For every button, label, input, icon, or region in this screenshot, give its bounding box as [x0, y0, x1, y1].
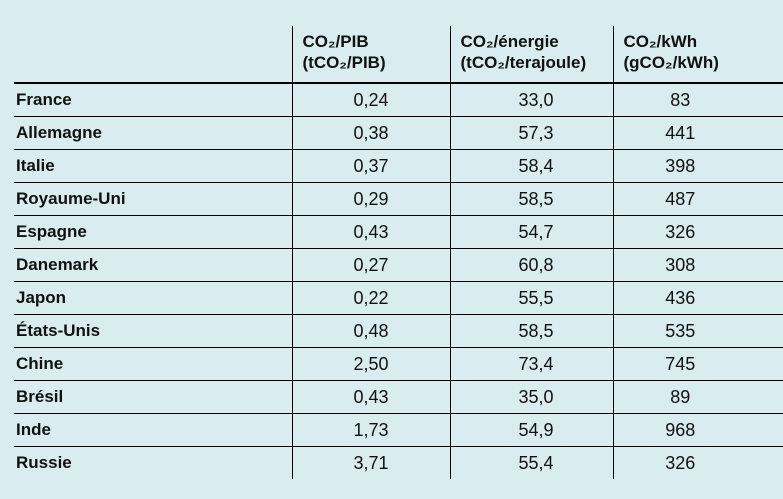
column-header-line2: (gCO₂/kWh)	[623, 52, 719, 72]
value-cell-co2-kwh: 398	[612, 149, 783, 183]
value-cell-co2-energie: 54,7	[449, 215, 613, 249]
value-cell-co2-energie: 73,4	[449, 347, 613, 381]
value-cell-co2-kwh: 487	[612, 182, 783, 216]
country-cell: Chine	[14, 347, 292, 381]
table-row: Allemagne 0,38 57,3 441	[14, 116, 783, 150]
value-cell-co2-energie: 54,9	[449, 413, 613, 447]
value-cell-co2-kwh: 436	[612, 281, 783, 315]
value-cell-co2-energie: 35,0	[449, 380, 613, 414]
value-cell-co2-energie: 58,5	[449, 182, 613, 216]
value-cell-co2-kwh: 441	[612, 116, 783, 150]
table-row: Japon 0,22 55,5 436	[14, 281, 783, 315]
value-cell-co2-energie: 58,4	[449, 149, 613, 183]
table-row: États-Unis 0,48 58,5 535	[14, 314, 783, 348]
header-empty-cell	[14, 26, 292, 84]
column-header-line2: (tCO₂/PIB)	[302, 52, 386, 72]
value-cell-co2-energie: 60,8	[449, 248, 613, 282]
value-cell-co2-kwh: 968	[612, 413, 783, 447]
value-cell-co2-pib: 0,48	[291, 314, 450, 348]
column-header-line1: CO₂/énergie	[460, 31, 559, 51]
value-cell-co2-energie: 58,5	[449, 314, 613, 348]
country-cell: Brésil	[14, 380, 292, 414]
value-cell-co2-kwh: 83	[612, 83, 783, 117]
table-header: CO₂/PIB (tCO₂/PIB) CO₂/énergie (tCO₂/ter…	[14, 26, 783, 84]
value-cell-co2-energie: 57,3	[449, 116, 613, 150]
co2-statistics-table: CO₂/PIB (tCO₂/PIB) CO₂/énergie (tCO₂/ter…	[14, 26, 783, 479]
table-row: France 0,24 33,0 83	[14, 83, 783, 117]
country-cell: Allemagne	[14, 116, 292, 150]
value-cell-co2-pib: 0,37	[291, 149, 450, 183]
table-row: Russie 3,71 55,4 326	[14, 446, 783, 479]
table-row: Inde 1,73 54,9 968	[14, 413, 783, 447]
table-row: Espagne 0,43 54,7 326	[14, 215, 783, 249]
value-cell-co2-kwh: 326	[612, 215, 783, 249]
value-cell-co2-energie: 55,5	[449, 281, 613, 315]
table-row: Italie 0,37 58,4 398	[14, 149, 783, 183]
column-header-line1: CO₂/PIB	[302, 31, 369, 51]
value-cell-co2-pib: 0,29	[291, 182, 450, 216]
country-cell: Italie	[14, 149, 292, 183]
value-cell-co2-pib: 0,22	[291, 281, 450, 315]
value-cell-co2-kwh: 745	[612, 347, 783, 381]
value-cell-co2-kwh: 535	[612, 314, 783, 348]
value-cell-co2-pib: 2,50	[291, 347, 450, 381]
value-cell-co2-kwh: 89	[612, 380, 783, 414]
value-cell-co2-kwh: 326	[612, 446, 783, 479]
table-row: Brésil 0,43 35,0 89	[14, 380, 783, 414]
value-cell-co2-pib: 0,27	[291, 248, 450, 282]
country-cell: États-Unis	[14, 314, 292, 348]
country-cell: France	[14, 83, 292, 117]
table-row: Chine 2,50 73,4 745	[14, 347, 783, 381]
country-cell: Danemark	[14, 248, 292, 282]
column-header-line1: CO₂/kWh	[623, 31, 698, 51]
column-header-line2: (tCO₂/terajoule)	[460, 52, 587, 72]
header-row: CO₂/PIB (tCO₂/PIB) CO₂/énergie (tCO₂/ter…	[14, 26, 783, 84]
value-cell-co2-pib: 0,43	[291, 380, 450, 414]
table-row: Danemark 0,27 60,8 308	[14, 248, 783, 282]
column-header-co2-kwh: CO₂/kWh (gCO₂/kWh)	[612, 26, 783, 84]
value-cell-co2-energie: 55,4	[449, 446, 613, 479]
value-cell-co2-pib: 3,71	[291, 446, 450, 479]
value-cell-co2-pib: 0,38	[291, 116, 450, 150]
table-row: Royaume-Uni 0,29 58,5 487	[14, 182, 783, 216]
country-cell: Inde	[14, 413, 292, 447]
country-cell: Royaume-Uni	[14, 182, 292, 216]
column-header-co2-energie: CO₂/énergie (tCO₂/terajoule)	[449, 26, 613, 84]
value-cell-co2-pib: 0,24	[291, 83, 450, 117]
table-body: France 0,24 33,0 83 Allemagne 0,38 57,3 …	[14, 83, 783, 479]
value-cell-co2-pib: 0,43	[291, 215, 450, 249]
country-cell: Espagne	[14, 215, 292, 249]
value-cell-co2-kwh: 308	[612, 248, 783, 282]
country-cell: Japon	[14, 281, 292, 315]
column-header-co2-pib: CO₂/PIB (tCO₂/PIB)	[291, 26, 450, 84]
value-cell-co2-energie: 33,0	[449, 83, 613, 117]
country-cell: Russie	[16, 453, 72, 472]
value-cell-co2-pib: 1,73	[291, 413, 450, 447]
